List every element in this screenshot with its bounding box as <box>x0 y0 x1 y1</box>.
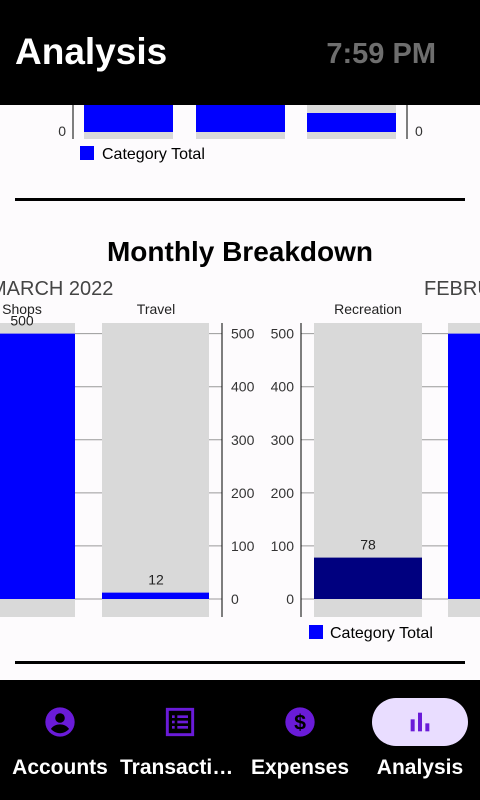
nav-label: Analysis <box>376 756 464 779</box>
recreation-chart: 0 100 200 300 400 500 78 Recreation <box>271 301 480 617</box>
list-icon <box>165 707 195 737</box>
bar-chart-icon <box>410 712 430 732</box>
status-clock: 7:59 PM <box>326 38 436 70</box>
nav-transactions[interactable]: Transactions <box>120 680 240 800</box>
category-label: Shops <box>2 301 42 317</box>
category-label: Recreation <box>334 301 402 317</box>
nav-analysis[interactable]: Analysis <box>360 680 480 800</box>
monthly-breakdown-title: Monthly Breakdown <box>106 236 373 267</box>
top-chart-legend-swatch <box>80 146 94 160</box>
month-label-march: MARCH 2022 <box>0 278 113 300</box>
bar-value-label: 78 <box>360 537 376 553</box>
top-chart-bar <box>196 105 285 132</box>
next-chart-bar <box>448 333 480 599</box>
top-chart-legend-label: Category Total <box>102 146 205 163</box>
section-divider <box>15 198 465 201</box>
bar-travel <box>102 592 209 599</box>
bottom-navigation: Accounts Transactions $ Expenses <box>0 680 480 800</box>
y-tick-label: 500 <box>231 326 255 342</box>
page-title: Analysis <box>15 31 168 72</box>
y-tick-label: 400 <box>231 379 255 395</box>
y-tick-label: 200 <box>231 485 255 501</box>
top-chart-bar <box>84 105 173 132</box>
nav-expenses[interactable]: $ Expenses <box>240 680 360 800</box>
monthly-legend-label: Category Total <box>330 625 433 642</box>
y-tick-label: 100 <box>231 538 255 554</box>
bar-value-label: 12 <box>148 572 164 588</box>
nav-label: Transactions <box>120 756 240 779</box>
analysis-scroll-area[interactable]: 100 0 0 Category Total 0 100 200 300 400 500 5… <box>0 105 480 680</box>
y-tick-label: 400 <box>271 379 295 395</box>
top-chart-value-label: 100 <box>339 105 363 108</box>
monthly-legend-swatch <box>309 625 323 639</box>
y-tick-label: 200 <box>271 485 295 501</box>
bar-shops <box>0 333 75 599</box>
section-divider <box>15 661 465 664</box>
top-category-chart: 100 0 0 Category Total <box>58 105 423 163</box>
nav-label: Accounts <box>12 756 108 779</box>
y-tick-label: 300 <box>231 432 255 448</box>
svg-text:$: $ <box>294 710 306 734</box>
y-tick-label: 300 <box>271 432 295 448</box>
bar-track <box>102 323 209 617</box>
nav-label: Expenses <box>250 756 350 779</box>
top-chart-bar <box>307 113 396 132</box>
month-label-february: FEBRUARY <box>424 278 480 300</box>
y-tick-label: 0 <box>231 591 239 607</box>
category-label: Travel <box>137 301 175 317</box>
account-circle-icon <box>45 707 75 737</box>
top-chart-axis-zero-left: 0 <box>58 123 66 139</box>
y-tick-label: 500 <box>271 326 295 342</box>
nav-accounts[interactable]: Accounts <box>0 680 120 800</box>
top-chart-axis-zero-right: 0 <box>415 123 423 139</box>
charts-canvas: 100 0 0 Category Total 0 100 200 300 400 500 5… <box>0 105 480 642</box>
y-tick-label: 0 <box>286 591 294 607</box>
y-tick-label: 100 <box>271 538 295 554</box>
bar-value-label: 500 <box>10 313 34 329</box>
bar-recreation <box>314 557 422 599</box>
app-bar: Analysis 7:59 PM <box>0 0 480 105</box>
dollar-icon: $ <box>285 707 315 737</box>
